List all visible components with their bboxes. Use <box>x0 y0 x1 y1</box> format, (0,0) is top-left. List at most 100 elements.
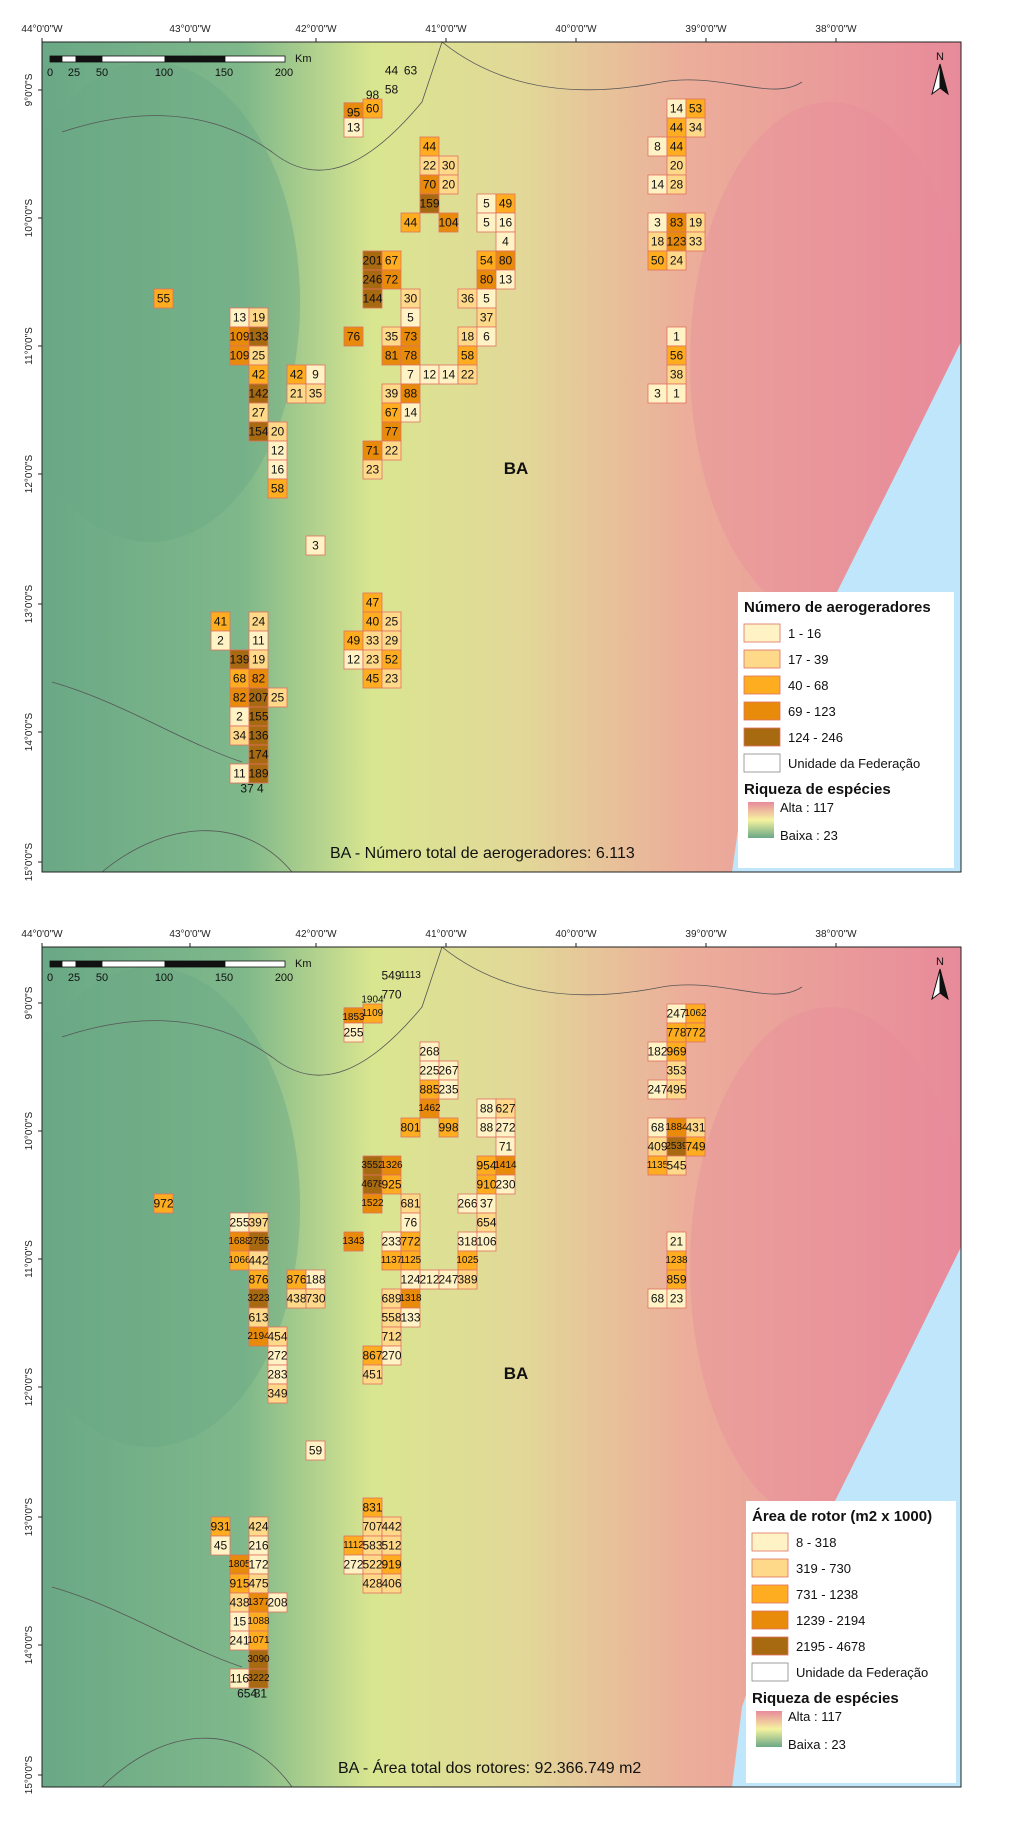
grid-cell[interactable]: 885 <box>419 1079 440 1100</box>
grid-cell[interactable]: 82 <box>248 668 269 689</box>
grid-cell[interactable]: 212 <box>419 1269 440 1290</box>
grid-cell[interactable]: 1 <box>666 383 687 404</box>
grid-cell[interactable]: 70 <box>419 174 440 195</box>
grid-cell[interactable]: 34 <box>229 725 250 746</box>
grid-cell[interactable]: 545 <box>666 1155 687 1176</box>
grid-cell[interactable]: 30 <box>438 155 459 176</box>
grid-cell[interactable]: 451 <box>362 1364 383 1385</box>
grid-cell[interactable]: 81 <box>254 1687 268 1701</box>
grid-cell[interactable]: 21 <box>666 1231 687 1252</box>
grid-cell[interactable]: 1904 <box>361 995 384 1006</box>
grid-cell[interactable]: 272 <box>495 1117 516 1138</box>
grid-cell[interactable]: 255 <box>343 1022 364 1043</box>
grid-cell[interactable]: 136 <box>248 725 269 746</box>
grid-cell[interactable]: 54 <box>476 250 497 271</box>
grid-cell[interactable]: 36 <box>457 288 478 309</box>
grid-cell[interactable]: 406 <box>381 1573 402 1594</box>
grid-cell[interactable]: 188 <box>305 1269 326 1290</box>
grid-cell[interactable]: 40 <box>362 611 383 632</box>
grid-cell[interactable]: 13 <box>495 269 516 290</box>
grid-cell[interactable]: 13 <box>229 307 250 328</box>
grid-cell[interactable]: 53 <box>685 98 706 119</box>
grid-cell[interactable]: 8 <box>647 136 668 157</box>
grid-cell[interactable]: 35 <box>381 326 402 347</box>
grid-cell[interactable]: 2 <box>210 630 231 651</box>
grid-cell[interactable]: 34 <box>685 117 706 138</box>
grid-cell[interactable]: 1318 <box>399 1288 422 1309</box>
grid-cell[interactable]: 37 <box>476 1193 497 1214</box>
grid-cell[interactable]: 44 <box>666 117 687 138</box>
grid-cell[interactable]: 63 <box>404 64 418 78</box>
grid-cell[interactable]: 24 <box>248 611 269 632</box>
grid-cell[interactable]: 22 <box>419 155 440 176</box>
grid-cell[interactable]: 45 <box>362 668 383 689</box>
grid-cell[interactable]: 3090 <box>247 1649 270 1670</box>
grid-cell[interactable]: 18 <box>457 326 478 347</box>
grid-cell[interactable]: 454 <box>267 1326 288 1347</box>
grid-cell[interactable]: 20 <box>438 174 459 195</box>
grid-cell[interactable]: 80 <box>495 250 516 271</box>
grid-cell[interactable]: 772 <box>400 1231 421 1252</box>
grid-cell[interactable]: 2194 <box>247 1326 270 1347</box>
grid-cell[interactable]: 44 <box>419 136 440 157</box>
grid-cell[interactable]: 3 <box>647 212 668 233</box>
grid-cell[interactable]: 522 <box>362 1554 383 1575</box>
map-canvas[interactable]: 5491113770190411091853255268225267885235… <box>0 905 1009 1805</box>
grid-cell[interactable]: 859 <box>666 1269 687 1290</box>
grid-cell[interactable]: 867 <box>362 1345 383 1366</box>
grid-cell[interactable]: 772 <box>685 1022 706 1043</box>
grid-cell[interactable]: 123 <box>666 231 687 252</box>
grid-cell[interactable]: 1112 <box>343 1535 364 1556</box>
grid-cell[interactable]: 95 <box>343 102 364 123</box>
grid-cell[interactable]: 1414 <box>494 1155 517 1176</box>
grid-cell[interactable]: 155 <box>248 706 269 727</box>
grid-cell[interactable]: 13 <box>343 117 364 138</box>
grid-cell[interactable]: 44 <box>666 136 687 157</box>
grid-cell[interactable]: 109 <box>229 326 250 347</box>
grid-cell[interactable]: 39 <box>381 383 402 404</box>
grid-cell[interactable]: 52 <box>381 649 402 670</box>
grid-cell[interactable]: 9 <box>305 364 326 385</box>
grid-cell[interactable]: 12 <box>343 649 364 670</box>
grid-cell[interactable]: 154 <box>248 421 269 442</box>
grid-cell[interactable]: 283 <box>267 1364 288 1385</box>
grid-cell[interactable]: 23 <box>362 459 383 480</box>
grid-cell[interactable]: 919 <box>381 1554 402 1575</box>
grid-cell[interactable]: 23 <box>362 649 383 670</box>
grid-cell[interactable]: 55 <box>153 288 174 309</box>
grid-cell[interactable]: 30 <box>400 288 421 309</box>
grid-cell[interactable]: 247 <box>666 1003 687 1024</box>
grid-cell[interactable]: 349 <box>267 1383 288 1404</box>
grid-cell[interactable]: 58 <box>457 345 478 366</box>
grid-cell[interactable]: 14 <box>666 98 687 119</box>
grid-cell[interactable]: 27 <box>248 402 269 423</box>
grid-cell[interactable]: 409 <box>647 1136 668 1157</box>
grid-cell[interactable]: 25 <box>248 345 269 366</box>
grid-cell[interactable]: 16 <box>267 459 288 480</box>
grid-cell[interactable]: 16 <box>495 212 516 233</box>
grid-cell[interactable]: 1113 <box>400 970 421 981</box>
grid-cell[interactable]: 38 <box>666 364 687 385</box>
grid-cell[interactable]: 1343 <box>342 1231 365 1252</box>
grid-cell[interactable]: 931 <box>210 1516 231 1537</box>
grid-cell[interactable]: 730 <box>305 1288 326 1309</box>
grid-cell[interactable]: 770 <box>381 988 401 1002</box>
grid-cell[interactable]: 67 <box>381 250 402 271</box>
grid-cell[interactable]: 5 <box>476 288 497 309</box>
grid-cell[interactable]: 133 <box>248 326 269 347</box>
grid-cell[interactable]: 270 <box>381 1345 402 1366</box>
grid-cell[interactable]: 28 <box>666 174 687 195</box>
grid-cell[interactable]: 831 <box>362 1497 383 1518</box>
grid-cell[interactable]: 3 <box>305 535 326 556</box>
grid-cell[interactable]: 142 <box>248 383 269 404</box>
grid-cell[interactable]: 318 <box>457 1231 478 1252</box>
grid-cell[interactable]: 14 <box>438 364 459 385</box>
grid-cell[interactable]: 266 <box>457 1193 478 1214</box>
grid-cell[interactable]: 749 <box>685 1136 706 1157</box>
grid-cell[interactable]: 68 <box>229 668 250 689</box>
grid-cell[interactable]: 247 <box>647 1079 668 1100</box>
grid-cell[interactable]: 25 <box>381 611 402 632</box>
grid-cell[interactable]: 172 <box>248 1554 269 1575</box>
grid-cell[interactable]: 35 <box>305 383 326 404</box>
grid-cell[interactable]: 76 <box>343 326 364 347</box>
